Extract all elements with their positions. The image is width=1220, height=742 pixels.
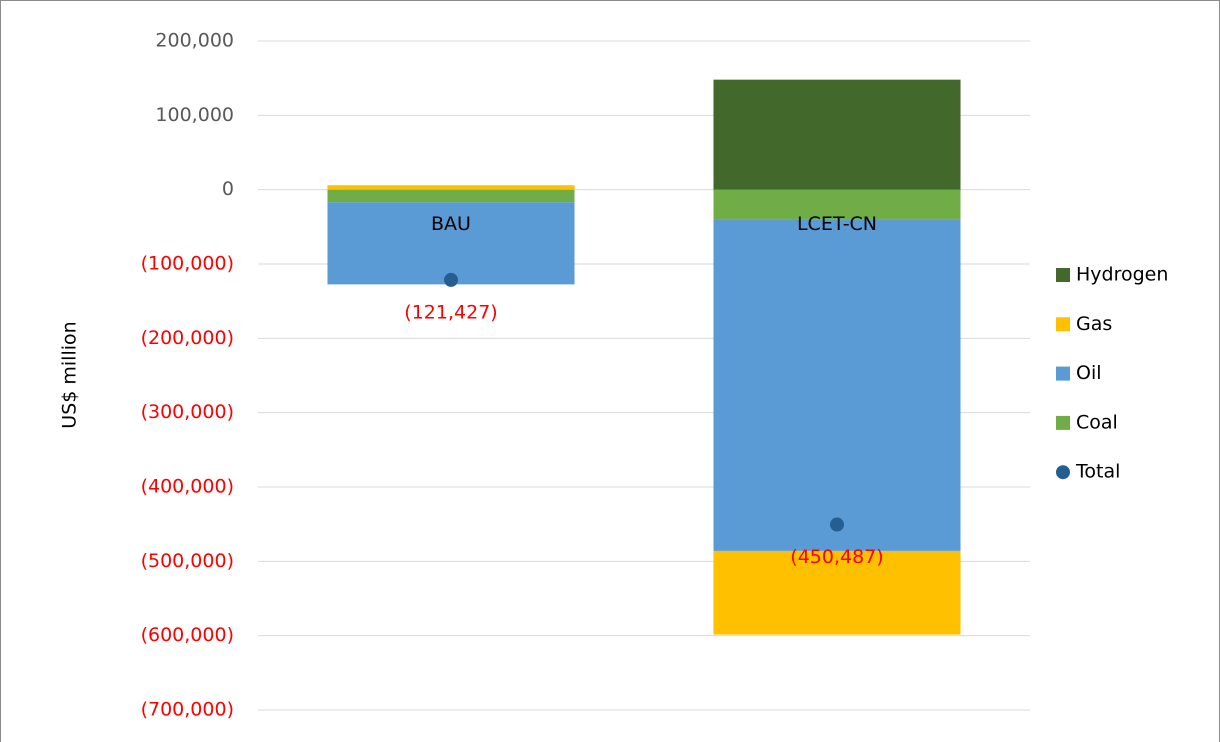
y-tick-label: (600,000) bbox=[141, 624, 234, 646]
bar-segment bbox=[327, 185, 575, 190]
y-tick-label: (700,000) bbox=[141, 699, 234, 721]
legend-label: Total bbox=[1075, 461, 1120, 483]
bar-segment bbox=[713, 189, 961, 220]
category-label: BAU bbox=[431, 213, 471, 235]
legend-swatch bbox=[1056, 465, 1070, 480]
legend-swatch bbox=[1056, 415, 1070, 430]
legend-swatch bbox=[1056, 317, 1070, 332]
total-label: (450,487) bbox=[790, 546, 883, 568]
legend-swatch bbox=[1056, 268, 1070, 282]
legend-label: Hydrogen bbox=[1076, 264, 1168, 286]
bar-segment bbox=[713, 550, 961, 635]
legend-swatch bbox=[1056, 366, 1070, 381]
y-tick-label: 0 bbox=[222, 178, 234, 200]
legend-label: Oil bbox=[1076, 362, 1102, 384]
bar-segment bbox=[327, 202, 575, 285]
bar-segment bbox=[327, 189, 575, 203]
bar-segment bbox=[713, 219, 961, 551]
total-marker bbox=[444, 272, 458, 287]
y-tick-label: 200,000 bbox=[155, 30, 234, 52]
total-marker bbox=[830, 517, 844, 532]
y-tick-label: (400,000) bbox=[141, 476, 234, 498]
y-tick-label: (300,000) bbox=[141, 401, 234, 423]
y-tick-label: (500,000) bbox=[141, 550, 234, 572]
y-tick-label: (200,000) bbox=[141, 327, 234, 349]
y-axis-title: US$ million bbox=[59, 321, 81, 428]
bar-segment bbox=[713, 79, 961, 190]
y-tick-label: (100,000) bbox=[141, 253, 234, 275]
legend-label: Gas bbox=[1076, 313, 1112, 335]
total-label: (121,427) bbox=[404, 301, 497, 323]
category-label: LCET-CN bbox=[797, 213, 877, 235]
legend-label: Coal bbox=[1076, 411, 1118, 433]
y-tick-label: 100,000 bbox=[155, 104, 234, 126]
